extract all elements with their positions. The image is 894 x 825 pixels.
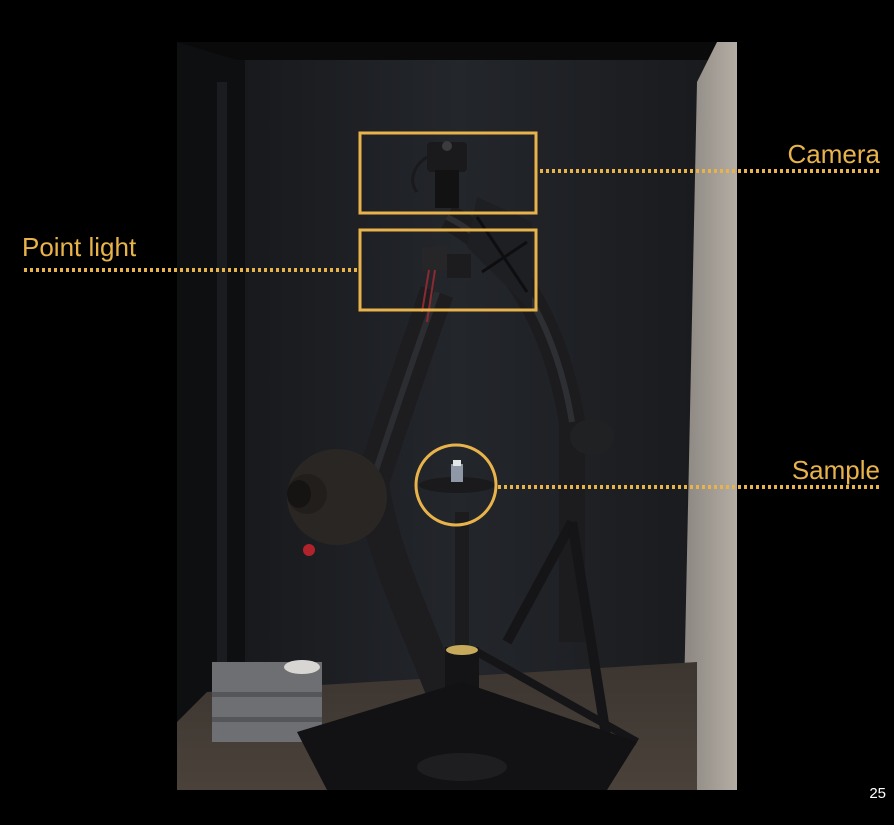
point-light-device	[421, 247, 471, 323]
gantry-photo	[177, 42, 737, 790]
turntable	[419, 477, 495, 493]
camera-label: Camera	[787, 139, 880, 169]
sample-highlight-circle	[414, 443, 498, 527]
right-panel	[682, 42, 737, 790]
center-post	[455, 512, 469, 662]
equipment-box	[212, 662, 322, 742]
page-number: 25	[869, 785, 886, 802]
point-light-label: Point light	[22, 232, 137, 262]
camera-device	[411, 141, 467, 208]
camera-highlight-box	[358, 131, 538, 215]
sample-label: Sample	[791, 455, 880, 485]
tripod-base	[297, 682, 637, 790]
motor-housing	[287, 449, 387, 545]
point-light-highlight-box	[358, 228, 538, 312]
